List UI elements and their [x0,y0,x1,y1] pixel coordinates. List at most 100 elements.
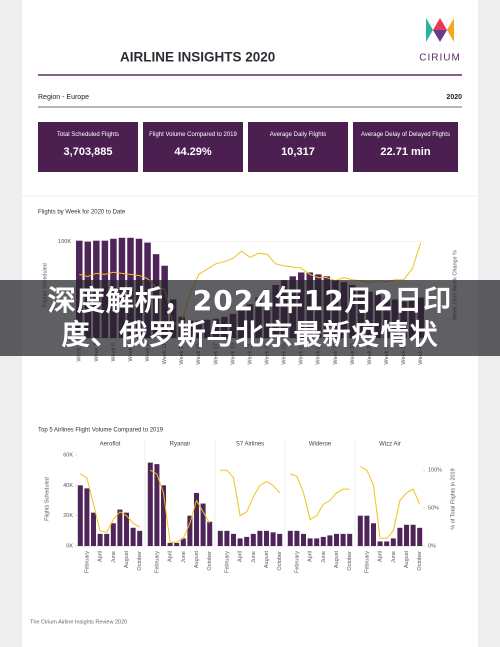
x-tick-label: August [264,551,270,569]
x-tick-label: April [238,551,244,562]
kpi-card: Average Daily Flights 10,317 [248,122,348,172]
panel-title: Wizz Air [379,442,401,448]
bar [224,530,230,546]
bar [327,535,333,546]
x-tick-label: June [251,551,257,563]
kpi-value: 10,317 [281,146,315,158]
bar [137,530,143,546]
bar [410,524,416,546]
bar [130,527,136,546]
header-title: AIRLINE INSIGHTS 2020 [120,50,275,65]
kpi-value: 3,703,885 [63,146,113,158]
y2-tick-label: 100% [428,468,442,474]
banner: 深度解析，2024年12月2日印度、俄罗斯与北京最新疫情状 [0,280,500,356]
logo-text: CIRIUM [419,53,461,64]
y2-axis-label: % of Total Flights in 2019 [450,468,456,529]
x-tick-label: August [124,551,130,569]
kpi-value: 22.71 min [380,146,431,158]
bar [300,533,307,546]
bar [217,530,223,546]
line [360,465,421,539]
kpi-card: Average Delay of Delayed Flights 22.71 mi… [353,122,458,172]
bar [167,542,173,546]
line [80,473,140,533]
y-tick-label: 20K [63,513,73,519]
x-tick-label: April [98,551,104,562]
x-tick-label: February [84,551,90,573]
x-tick-label: April [168,551,174,562]
bar [340,533,346,546]
bar [307,538,313,546]
panel-title: Aeroflot [100,442,121,448]
bar [110,523,116,546]
line [220,469,281,517]
x-tick-label: February [224,551,230,573]
bar [384,541,390,546]
bar [90,512,97,546]
panel-title: Wideroe [309,442,332,448]
bar [250,533,256,546]
bar [77,485,83,546]
y2-tick-label: 50% [428,506,439,512]
banner-title: 深度解析，2024年12月2日印度、俄罗斯与北京最新疫情状 [47,284,453,351]
x-tick-label: October [347,551,353,571]
bar [147,462,153,546]
bar [370,523,377,546]
bar [270,532,276,546]
x-tick-label: August [334,551,340,569]
bar [154,464,160,546]
bar [180,538,186,546]
x-tick-label: October [417,551,423,571]
y-tick-label: 40K [63,483,73,489]
bar [117,509,123,546]
x-tick-label: August [404,551,410,569]
y-tick-label: 100K [58,239,71,245]
bar [287,530,293,546]
x-tick-label: April [378,551,384,562]
y2-tick-label: 0% [428,543,436,549]
bar [347,533,353,546]
bar [277,533,283,546]
bar [403,524,410,546]
region-label: Region - Europe [38,94,89,101]
footer-text: The Cirium Airline Insights Review 2020 [30,619,127,625]
y-tick-label: 0K [66,543,73,549]
kpi-label: Average Daily Flights [269,132,327,138]
bar [123,512,130,546]
logo-mark [426,18,454,42]
bar [377,541,383,546]
bar [390,538,396,546]
bar [314,538,320,546]
bar [320,536,326,546]
bar [104,533,110,546]
x-tick-label: June [111,551,117,563]
bar [263,530,270,546]
bar [230,533,237,546]
kpi-label: Average Delay of Delayed Flights [361,132,450,138]
bar [84,488,90,546]
region-year: 2020 [446,94,462,101]
bar [294,530,300,546]
x-tick-label: February [294,551,300,573]
x-tick-label: August [194,551,200,569]
bar [193,492,200,546]
x-tick-label: June [321,551,327,563]
kpi-value: 44.29% [174,146,212,158]
x-tick-label: April [308,551,314,562]
bar [417,527,423,546]
bar [244,536,250,546]
section-title: Top 5 Airlines Flight Volume Compared to… [38,428,164,434]
y-tick-label: 60K [63,452,73,458]
bar [207,521,213,546]
bar [333,533,340,546]
x-tick-label: October [137,551,143,571]
bar [257,530,263,546]
x-tick-label: February [364,551,370,573]
y-axis-label: Flights Scheduled [44,477,50,521]
x-tick-label: October [277,551,283,571]
bar [187,515,193,546]
chart-title: Flights by Week for 2020 to Date [38,210,126,216]
bar [160,485,167,546]
panel-title: Ryanair [170,442,191,448]
